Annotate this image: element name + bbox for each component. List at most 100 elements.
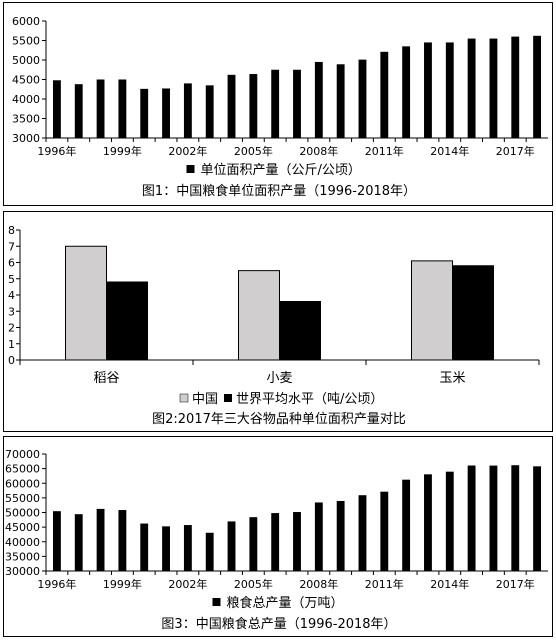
bar-2010年 bbox=[358, 59, 367, 138]
legend-swatch bbox=[212, 598, 221, 606]
y-tick-label: 30000 bbox=[5, 565, 40, 578]
bar-2018年 bbox=[533, 466, 542, 571]
bar-2006年 bbox=[271, 69, 280, 138]
bar-1997年 bbox=[74, 84, 83, 138]
bar-2010年 bbox=[358, 495, 367, 571]
y-tick-label: 4500 bbox=[12, 74, 40, 87]
bar-2000年 bbox=[140, 523, 149, 571]
bar-1998年 bbox=[96, 508, 105, 571]
y-tick-label: 6000 bbox=[12, 15, 40, 28]
legend-swatch bbox=[186, 165, 195, 173]
bar-2014年 bbox=[445, 471, 454, 571]
legend-label: 单位面积产量（公斤/公顷） bbox=[201, 163, 361, 178]
bar-小麦-世界平均水平（吨/公顷） bbox=[279, 301, 321, 361]
bar-稻谷-中国 bbox=[65, 245, 107, 361]
y-tick-label: 45000 bbox=[5, 521, 40, 534]
y-tick-label: 6 bbox=[8, 257, 15, 270]
chart-panel-2: 0 1 2 3 4 5 6 7 8 稻谷 小麦 玉米 中国 世界平均水平（吨/公顷） 图2:2017年三大谷… bbox=[3, 211, 553, 432]
legend-label: 中国 bbox=[192, 392, 218, 407]
bar-2004年 bbox=[227, 521, 236, 571]
bar-1996年 bbox=[52, 80, 61, 138]
x-tick-label: 1999年 bbox=[103, 144, 142, 158]
y-tick-label: 50000 bbox=[5, 507, 40, 520]
bar-小麦-中国 bbox=[238, 270, 280, 361]
bar-稻谷-世界平均水平（吨/公顷） bbox=[106, 281, 148, 361]
x-tick-label: 1996年 bbox=[37, 144, 76, 158]
bar-2015年 bbox=[467, 465, 476, 571]
chart-panel-1: 3000 3500 4000 4500 5000 5500 6000 1996年 1999年 20… bbox=[3, 2, 553, 206]
legend-swatch bbox=[179, 393, 189, 403]
bar-2009年 bbox=[336, 500, 345, 571]
bar-2011年 bbox=[380, 491, 389, 571]
bar-2007年 bbox=[293, 69, 301, 138]
bar-1997年 bbox=[74, 514, 83, 571]
y-tick-label: 35000 bbox=[5, 550, 40, 563]
bar-2006年 bbox=[271, 513, 280, 571]
x-tick-label: 2017年 bbox=[496, 144, 535, 158]
bar-2005年 bbox=[249, 74, 258, 138]
x-tick-label: 2011年 bbox=[365, 577, 404, 591]
bar-2012年 bbox=[402, 479, 411, 571]
y-tick-label: 0 bbox=[8, 354, 15, 367]
bar-玉米-世界平均水平（吨/公顷） bbox=[452, 265, 494, 361]
bar-1999年 bbox=[118, 510, 127, 571]
x-tick-label: 1996年 bbox=[37, 577, 76, 591]
bar-2002年 bbox=[183, 525, 192, 571]
bar-1996年 bbox=[52, 511, 61, 571]
bar-1999年 bbox=[118, 79, 127, 138]
bar-2008年 bbox=[314, 61, 323, 139]
legend-label: 世界平均水平（吨/公顷） bbox=[236, 392, 383, 407]
x-tick-label: 2014年 bbox=[430, 144, 469, 158]
bar-2012年 bbox=[402, 46, 411, 138]
bar-2003年 bbox=[205, 85, 214, 138]
y-tick-label: 4 bbox=[8, 289, 15, 302]
bar-2016年 bbox=[489, 38, 498, 138]
y-tick-label: 3 bbox=[8, 305, 15, 318]
chart-title: 图2:2017年三大谷物品种单位面积产量对比 bbox=[152, 412, 406, 427]
bar-2013年 bbox=[424, 474, 432, 571]
unit-yield-chart: 3000 3500 4000 4500 5000 5500 6000 1996年 1999年 20… bbox=[12, 15, 548, 199]
y-tick-label: 3000 bbox=[12, 132, 40, 145]
x-tick-label: 2002年 bbox=[168, 577, 207, 591]
bar-2004年 bbox=[227, 74, 236, 138]
y-tick-label: 55000 bbox=[5, 492, 40, 505]
bar-2001年 bbox=[162, 88, 170, 138]
bar-2000年 bbox=[140, 88, 149, 138]
bar-2003年 bbox=[205, 532, 214, 571]
x-tick-label: 2014年 bbox=[430, 577, 469, 591]
bar-2009年 bbox=[336, 64, 345, 138]
bar-玉米-中国 bbox=[411, 260, 453, 361]
bar-2007年 bbox=[293, 512, 301, 571]
bar-2005年 bbox=[249, 517, 258, 571]
y-tick-label: 1 bbox=[8, 338, 15, 351]
bar-1998年 bbox=[96, 79, 105, 138]
bar-2017年 bbox=[511, 465, 520, 571]
x-tick-label: 2008年 bbox=[299, 577, 338, 591]
legend-swatch bbox=[224, 394, 232, 402]
y-tick-label: 5000 bbox=[12, 54, 40, 67]
bar-2001年 bbox=[162, 526, 170, 571]
y-tick-label: 65000 bbox=[5, 463, 40, 476]
x-tick-label: 2005年 bbox=[234, 144, 273, 158]
bar-2014年 bbox=[445, 42, 454, 139]
y-tick-label: 5 bbox=[8, 273, 15, 286]
x-tick-label: 2017年 bbox=[496, 577, 535, 591]
x-tick-label: 1999年 bbox=[103, 577, 142, 591]
x-category-label: 玉米 bbox=[439, 371, 465, 386]
bar-2018年 bbox=[533, 35, 542, 138]
y-tick-label: 4000 bbox=[12, 93, 40, 106]
y-tick-label: 60000 bbox=[5, 477, 40, 490]
y-tick-label: 70000 bbox=[5, 448, 40, 461]
bar-2013年 bbox=[424, 42, 432, 139]
chart-title: 图1：中国粮食单位面积产量（1996-2018年） bbox=[142, 183, 416, 199]
x-tick-label: 2002年 bbox=[168, 144, 207, 158]
x-category-label: 稻谷 bbox=[93, 371, 119, 386]
legend-label: 粮食总产量（万吨） bbox=[227, 595, 344, 611]
x-tick-label: 2011年 bbox=[365, 144, 404, 158]
y-tick-label: 5500 bbox=[12, 35, 40, 48]
x-tick-label: 2008年 bbox=[299, 144, 338, 158]
chart-title: 图3：中国粮食总产量（1996-2018年） bbox=[161, 616, 396, 632]
bar-2011年 bbox=[380, 51, 389, 139]
bar-2016年 bbox=[489, 465, 498, 571]
